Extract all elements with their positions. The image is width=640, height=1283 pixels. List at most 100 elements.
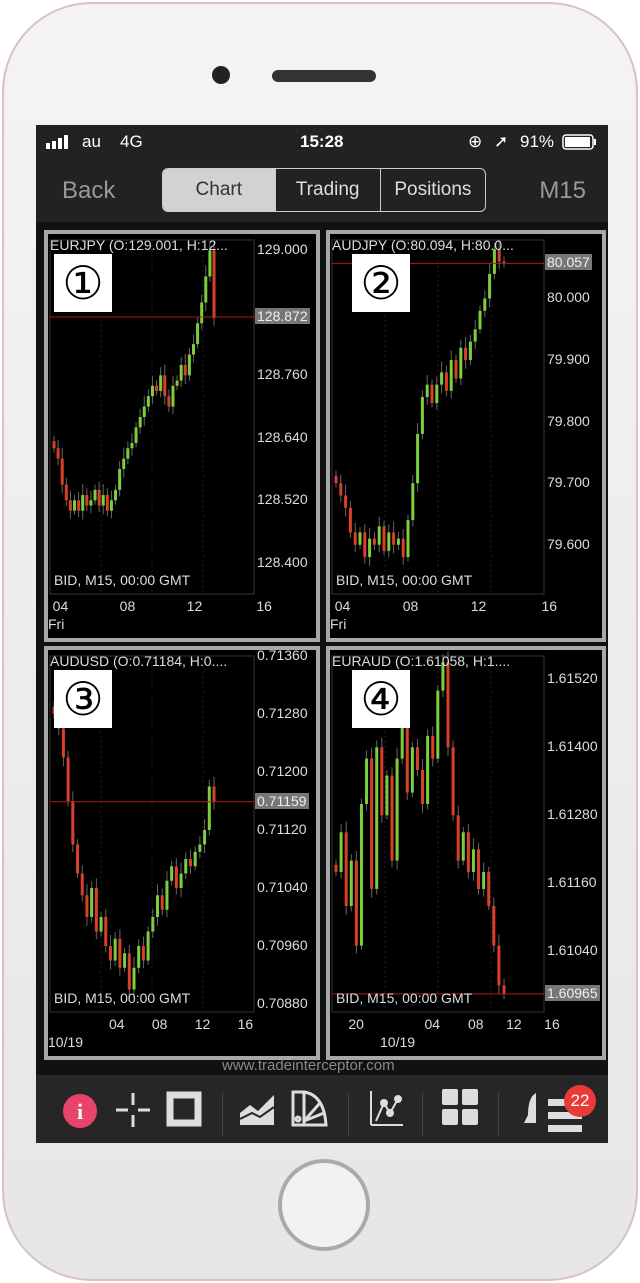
y-tick-label: 0.71280 — [257, 705, 308, 721]
watermark: www.tradeinterceptor.com — [222, 1057, 395, 1074]
y-tick-label: 0.70880 — [257, 995, 308, 1012]
candle-body — [159, 375, 163, 391]
chart-panel-audusd[interactable]: AUDUSD (O:0.71184, H:0.... ③ 0.71360 0.7128… — [44, 646, 320, 1060]
candle-body — [134, 427, 138, 444]
candle-body — [118, 938, 122, 968]
candle-body — [174, 866, 178, 889]
nav-bar: Back Chart Trading Positions M15 — [36, 157, 608, 223]
candle-body — [188, 859, 192, 867]
area-chart-icon[interactable] — [239, 1093, 275, 1130]
candle-body — [104, 917, 108, 947]
candle-body — [101, 495, 105, 506]
x-tick-label: 04 — [334, 598, 351, 614]
front-camera — [212, 66, 230, 84]
candle-body — [459, 347, 463, 379]
tab-positions[interactable]: Positions — [379, 169, 485, 211]
y-tick-label: 1.61280 — [547, 806, 598, 823]
chart-panel-euraud[interactable]: EURAUD (O:1.61058, H:1.... ④ 1.61520 1.6140… — [326, 646, 606, 1060]
frame-icon[interactable] — [166, 1091, 202, 1132]
candle-body — [444, 372, 448, 391]
candle-body — [146, 931, 150, 961]
chart-number: ② — [352, 254, 410, 312]
candle-body — [73, 500, 77, 511]
clock: 15:28 — [300, 132, 344, 151]
candle-body — [163, 375, 167, 397]
candle-body — [212, 250, 216, 319]
candle-body — [410, 747, 414, 793]
grid-layout-icon[interactable] — [442, 1089, 478, 1130]
candle-body — [492, 905, 496, 946]
chart-panel-eurjpy[interactable]: EURJPY (O:129.001, H:12... ① 129.000 128.76… — [44, 230, 320, 642]
tab-trading[interactable]: Trading — [274, 169, 380, 211]
candle-body — [150, 385, 154, 397]
segmented-control: Chart Trading Positions — [162, 168, 486, 212]
candle-body — [477, 849, 481, 889]
x-tick-label: 16 — [256, 598, 272, 614]
x-tick-label: 04 — [108, 1016, 125, 1032]
candle-body — [191, 344, 195, 355]
y-tick-label: 1.61400 — [547, 738, 598, 755]
candle-body — [349, 860, 353, 906]
status-bar: au 4G 15:28 ⊕ ➚ 91% — [36, 125, 608, 157]
chart-footer: BID, M15, 00:00 GMT — [54, 572, 191, 588]
crosshair-icon[interactable] — [116, 1093, 150, 1132]
candle-body — [207, 786, 211, 831]
home-button[interactable] — [278, 1159, 370, 1251]
candle-body — [118, 469, 122, 490]
candle-body — [204, 276, 208, 303]
candlestick-chart[interactable] — [48, 650, 316, 1056]
candle-body — [334, 864, 338, 872]
y-tick-label: 1.61160 — [547, 874, 597, 891]
candle-body — [52, 441, 56, 449]
candle-body — [64, 484, 68, 501]
tab-chart[interactable]: Chart — [163, 169, 275, 211]
timeframe-button[interactable]: M15 — [539, 177, 586, 204]
candle-body — [471, 849, 475, 872]
candle-body — [113, 938, 117, 961]
candlestick-chart[interactable] — [330, 650, 602, 1056]
back-button[interactable]: Back — [62, 177, 116, 204]
candle-body — [99, 917, 103, 932]
candle-body — [123, 953, 127, 968]
candle-body — [348, 507, 352, 533]
candle-body — [473, 329, 477, 342]
candlestick-chart[interactable] — [330, 234, 602, 638]
candlestick-chart[interactable] — [48, 234, 316, 638]
candle-body — [464, 347, 468, 361]
candle-body — [405, 718, 409, 793]
svg-text:i: i — [77, 1099, 83, 1124]
x-tick-label: 08 — [151, 1016, 168, 1032]
location-icon: ➚ — [494, 132, 509, 151]
candle-body — [108, 946, 112, 961]
x-sub-label: Fri — [48, 616, 65, 632]
candle-body — [179, 364, 183, 381]
indicator-icon[interactable] — [368, 1089, 404, 1132]
chart-panel-audjpy[interactable]: AUDJPY (O:80.094, H:80.0... ② 80.000 79.900… — [326, 230, 606, 642]
candle-body — [175, 380, 179, 386]
candle-body — [387, 532, 391, 551]
candle-body — [488, 273, 492, 299]
chart-footer: BID, M15, 00:00 GMT — [336, 990, 473, 1006]
candle-body — [183, 364, 187, 376]
candle-body — [370, 758, 374, 889]
candle-body — [76, 844, 80, 874]
current-price-label: 0.71159 — [255, 792, 309, 809]
y-tick-label: 79.900 — [547, 351, 590, 368]
candle-body — [368, 538, 372, 558]
info-icon[interactable]: i — [62, 1093, 98, 1134]
candle-body — [105, 495, 109, 511]
bell-icon[interactable] — [524, 1093, 536, 1132]
candle-body — [425, 384, 429, 397]
candle-body — [358, 532, 362, 545]
chart-grid: EURJPY (O:129.001, H:12... ① 129.000 128.76… — [36, 222, 608, 1075]
y-tick-label: 79.600 — [547, 535, 590, 552]
candle-body — [392, 532, 396, 545]
candle-body — [354, 860, 358, 946]
candle-body — [440, 372, 444, 385]
drawing-tools-icon[interactable] — [290, 1089, 328, 1132]
candle-body — [132, 967, 136, 990]
candle-body — [359, 803, 363, 946]
candle-body — [141, 946, 145, 961]
candle-body — [212, 786, 216, 802]
candle-body — [365, 758, 369, 804]
